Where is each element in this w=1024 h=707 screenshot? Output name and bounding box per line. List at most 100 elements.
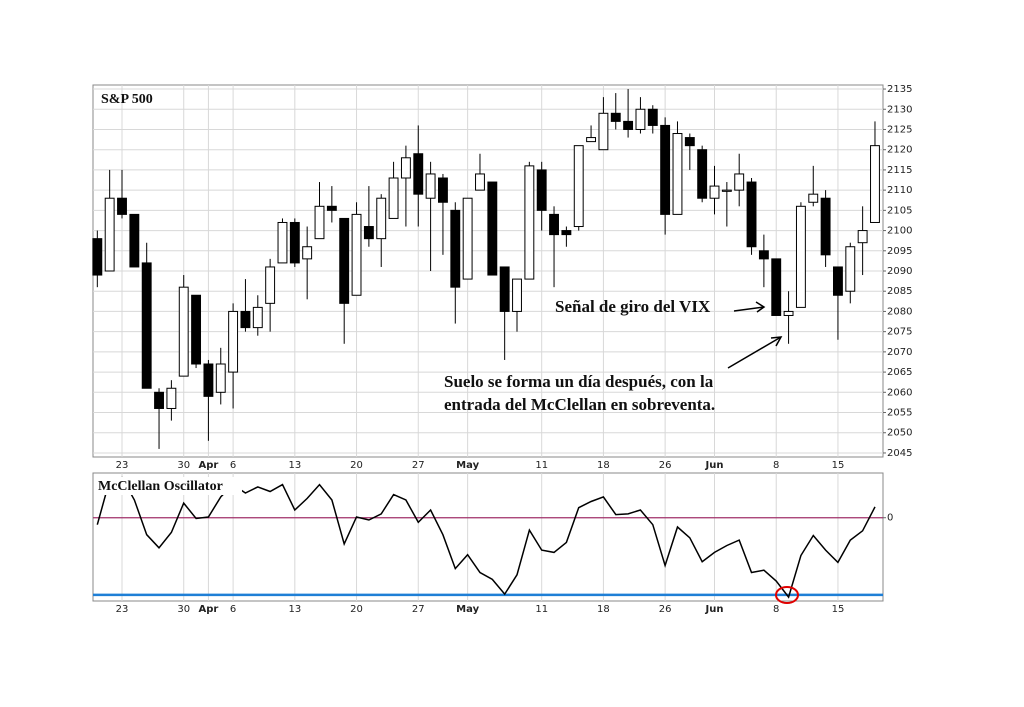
arrow: [727, 336, 782, 369]
candle-body: [425, 173, 436, 199]
x-tick-label: 20: [350, 460, 363, 471]
x-tick-label: 15: [832, 604, 845, 615]
candle-body: [758, 250, 769, 260]
candle-body: [512, 278, 522, 312]
x-tick-label: Apr: [198, 604, 218, 615]
x-tick-label: May: [456, 604, 479, 615]
candle-body: [561, 230, 572, 236]
candle-body: [598, 112, 609, 151]
candle-body: [413, 153, 424, 195]
x-tick-label: 6: [230, 460, 236, 471]
candle-body: [265, 266, 276, 304]
candle-body: [129, 213, 140, 268]
candle-body: [771, 258, 782, 316]
highlight-circle: [775, 586, 799, 604]
title-backdrop: [97, 477, 242, 495]
candle-body: [141, 262, 152, 389]
candle-body: [388, 177, 399, 219]
candle-body: [252, 306, 263, 329]
x-tick-label: Jun: [705, 604, 724, 615]
y-tick-label: 2120: [887, 145, 912, 156]
y-tick-label: 2045: [887, 448, 912, 459]
x-tick-label: Apr: [198, 460, 218, 471]
x-tick-label: May: [456, 460, 479, 471]
candle-body: [191, 294, 202, 365]
price-grid: [93, 85, 886, 457]
x-tick-label: 20: [350, 604, 363, 615]
candle-body: [573, 145, 584, 228]
candle-body: [302, 246, 313, 260]
candle-body: [549, 213, 559, 236]
y-tick-label: 2060: [887, 387, 912, 398]
candle-body: [438, 177, 448, 203]
annotation: Señal de giro del VIX: [555, 297, 711, 316]
x-tick-label: 30: [177, 460, 190, 471]
x-tick-label: 23: [116, 460, 129, 471]
candle-body: [203, 363, 214, 397]
candle-body: [475, 173, 485, 191]
x-tick-label: 26: [659, 460, 672, 471]
y-tick-label: 2125: [887, 124, 912, 135]
candle-body: [857, 230, 868, 244]
candle-body: [215, 363, 226, 393]
candle-body: [795, 205, 806, 308]
candle-body: [92, 238, 103, 276]
candle-body: [178, 286, 189, 377]
x-tick-label: 27: [412, 460, 425, 471]
candle-body: [672, 133, 683, 215]
y-tick-label: 2070: [887, 347, 912, 358]
candle-body: [870, 145, 880, 223]
candle-body: [400, 157, 411, 179]
candle-body: [487, 181, 498, 276]
y-tick-label: 2050: [887, 428, 912, 439]
candle-body: [697, 149, 708, 199]
y-tick-label: 2085: [887, 286, 912, 297]
y-tick-label: 2095: [887, 246, 912, 257]
y-tick-label: 2110: [887, 185, 912, 196]
x-tick-label: 30: [177, 604, 190, 615]
candle-body: [721, 189, 732, 192]
candle-body: [783, 310, 794, 316]
candle-body: [351, 213, 362, 296]
y-tick-label: 2055: [887, 408, 912, 419]
candle-body: [734, 173, 745, 191]
oscillator-panel: [92, 472, 884, 602]
candle-body: [586, 137, 597, 143]
y-tick-label: 2105: [887, 205, 912, 216]
candle-body: [833, 266, 843, 296]
candle-body: [228, 310, 239, 373]
annotation: entrada del McClellan en sobreventa.: [444, 395, 715, 414]
candle-body: [166, 387, 177, 409]
candle-body: [499, 266, 510, 312]
x-tick-label: 11: [535, 604, 548, 615]
x-tick-label: 15: [832, 460, 845, 471]
candle-body: [289, 221, 300, 264]
candle-body: [635, 108, 646, 130]
y-tick-label: 2100: [887, 226, 912, 237]
candle-body: [326, 205, 337, 211]
candle-body: [339, 217, 350, 304]
candle-body: [660, 124, 671, 215]
x-tick-label: 8: [773, 460, 779, 471]
x-tick-label: Jun: [705, 460, 724, 471]
candle-body: [524, 165, 535, 280]
y-tick-label: 2135: [887, 84, 912, 95]
candle-body: [709, 185, 720, 199]
y-tick-label: 2065: [887, 367, 912, 378]
candle-body: [376, 197, 387, 240]
marks: [92, 89, 880, 599]
candle-body: [845, 246, 856, 292]
candle-body: [450, 209, 461, 288]
arrow-head: [770, 336, 783, 347]
x-tick-label: 26: [659, 604, 672, 615]
y-tick-label: 2080: [887, 306, 912, 317]
arrow: [733, 306, 765, 312]
y-tick-label: 2075: [887, 327, 912, 338]
candle-body: [536, 169, 547, 211]
candle-body: [808, 193, 819, 203]
x-tick-label: 23: [116, 604, 129, 615]
chart-title: McClellan Oscillator: [98, 479, 223, 494]
candle-body: [117, 197, 127, 215]
